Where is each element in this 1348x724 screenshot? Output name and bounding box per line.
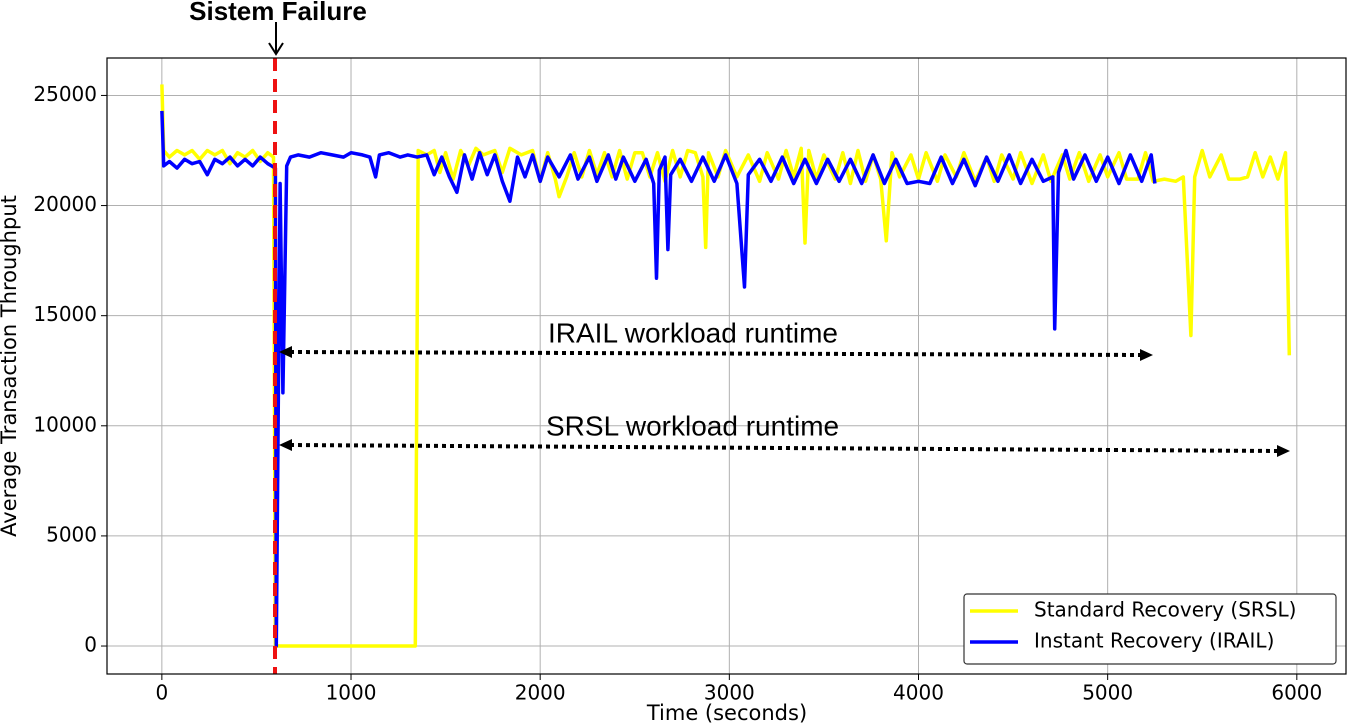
- series-line: [160, 84, 1292, 648]
- legend-box: [963, 593, 1337, 665]
- annotation: Sistem Failure: [189, 0, 367, 26]
- x-tick-label: 6000: [1271, 681, 1322, 705]
- legend: Standard Recovery (SRSL) Instant Recovery…: [963, 593, 1337, 665]
- x-axis-label: Time (seconds): [646, 701, 807, 724]
- y-tick-label: 25000: [33, 82, 97, 106]
- x-tick-label: 4000: [893, 681, 944, 705]
- y-tick-label: 20000: [33, 192, 97, 216]
- x-tick-label: 2000: [515, 681, 566, 705]
- x-tick-label: 0: [155, 681, 168, 705]
- plot-frame: [106, 57, 1347, 675]
- y-tick-label: 15000: [33, 302, 97, 326]
- y-tick-label: 5000: [46, 522, 97, 546]
- annotation: IRAIL workload runtime: [548, 317, 838, 348]
- lines: [160, 84, 1292, 648]
- x-tick-label: 5000: [1082, 681, 1133, 705]
- runtime-arrow: [289, 350, 1141, 357]
- series-line: [160, 110, 1157, 648]
- x-tick-label: 3000: [704, 681, 755, 705]
- legend-label: Standard Recovery (SRSL): [1034, 598, 1296, 622]
- x-tick-label: 1000: [326, 681, 377, 705]
- y-tick-label: 10000: [33, 412, 97, 436]
- y-axis-label: Average Transaction Throughput: [0, 195, 21, 537]
- legend-label: Instant Recovery (IRAIL): [1034, 629, 1274, 653]
- runtime-arrow: [289, 443, 1278, 453]
- annotation: SRSL workload runtime: [546, 410, 839, 441]
- runtime-arrowheads: [279, 439, 1290, 457]
- y-tick-label: 0: [84, 633, 97, 657]
- annotation-arrowhead: [268, 42, 284, 56]
